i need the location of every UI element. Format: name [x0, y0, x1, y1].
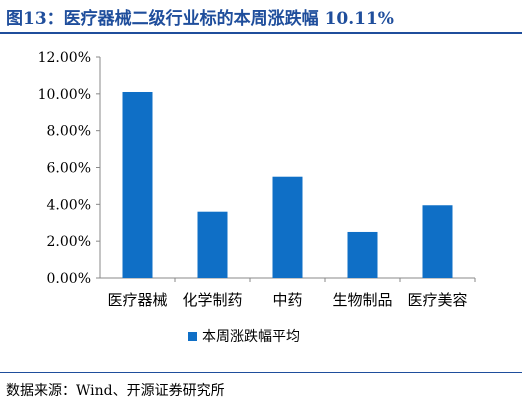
bar-2: [197, 211, 228, 278]
data-source: 数据来源：Wind、开源证券研究所: [6, 383, 225, 399]
x-category-label: 中药: [272, 291, 302, 309]
y-tick-label: 0.00%: [47, 271, 91, 287]
bar-4: [347, 231, 378, 278]
bar-5: [422, 205, 453, 278]
x-category-label: 生物制品: [332, 291, 392, 309]
x-category-label: 医疗器械: [107, 291, 167, 309]
x-category-label: 医疗美容: [407, 291, 467, 309]
y-tick-label: 12.00%: [38, 50, 91, 66]
bar-chart: 0.00% 2.00% 4.00% 6.00% 8.00% 10.00% 12.00% 医疗器…: [38, 50, 476, 345]
bar-1: [122, 91, 153, 278]
legend-swatch: [188, 332, 197, 341]
x-category-label: 化学制药: [182, 291, 242, 309]
title-divider: [0, 32, 522, 34]
y-tick-label: 4.00%: [47, 197, 91, 213]
y-tick-label: 8.00%: [47, 124, 91, 140]
bar-3: [272, 176, 303, 278]
y-tick-label: 2.00%: [47, 234, 91, 250]
legend-label: 本周涨跌幅平均: [202, 329, 300, 345]
chart-title: 图13：医疗器械二级行业标的本周涨跌幅 10.11%: [6, 9, 394, 29]
y-tick-label: 10.00%: [38, 87, 91, 103]
source-divider: [0, 372, 522, 373]
y-tick-label: 6.00%: [47, 161, 91, 177]
